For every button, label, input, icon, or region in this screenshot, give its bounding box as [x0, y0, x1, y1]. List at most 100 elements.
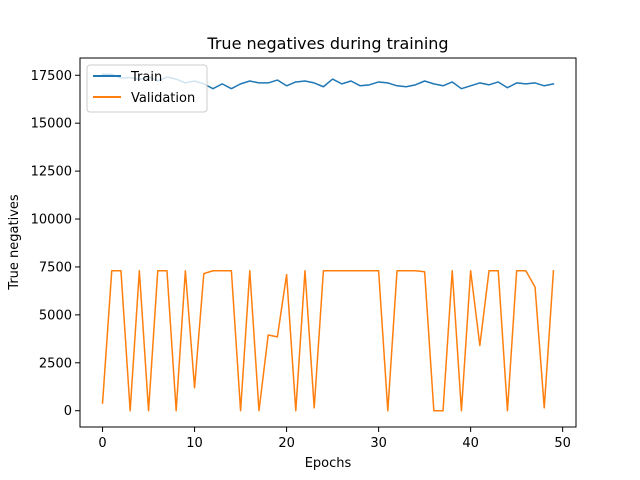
- data-point-validation: [461, 410, 463, 412]
- data-point-train: [350, 80, 352, 82]
- data-point-validation: [148, 410, 150, 412]
- data-point-validation: [203, 273, 205, 275]
- data-point-train: [451, 81, 453, 83]
- data-point-validation: [553, 270, 555, 272]
- data-point-validation: [488, 270, 490, 272]
- data-point-validation: [497, 270, 499, 272]
- data-point-train: [516, 82, 518, 84]
- chart-title: True negatives during training: [206, 34, 448, 53]
- data-point-train: [359, 85, 361, 87]
- data-point-validation: [507, 410, 509, 412]
- data-point-validation: [323, 270, 325, 272]
- ticks-layer: 0 10 20 30 40 50 0 2500 5000 7500 10000 12500 15000 1…: [31, 69, 571, 451]
- y-tick-label: 10000: [31, 213, 72, 228]
- data-point-train: [488, 84, 490, 86]
- data-point-validation: [139, 270, 141, 272]
- y-tick-label: 5000: [39, 308, 72, 323]
- data-point-train: [553, 83, 555, 85]
- data-point-validation: [479, 345, 481, 347]
- data-point-train: [396, 85, 398, 87]
- y-tick-label: 12500: [31, 165, 72, 180]
- data-point-train: [295, 81, 297, 83]
- data-point-validation: [525, 270, 527, 272]
- data-point-validation: [212, 270, 214, 272]
- data-point-train: [221, 83, 223, 85]
- data-point-validation: [102, 402, 104, 404]
- data-point-validation: [129, 410, 131, 412]
- x-axis-label: Epochs: [305, 456, 352, 471]
- legend: Train Validation: [86, 64, 208, 113]
- data-point-validation: [286, 274, 288, 276]
- data-point-validation: [359, 270, 361, 272]
- data-point-train: [369, 84, 371, 86]
- data-point-train: [212, 88, 214, 90]
- data-point-train: [497, 81, 499, 83]
- y-axis-label: True negatives: [7, 194, 22, 291]
- data-point-validation: [120, 270, 122, 272]
- data-point-train: [470, 85, 472, 87]
- data-point-validation: [240, 410, 242, 412]
- data-point-validation: [175, 410, 177, 412]
- data-point-validation: [231, 270, 233, 272]
- data-point-train: [378, 81, 380, 83]
- data-point-validation: [534, 286, 536, 288]
- data-point-validation: [442, 410, 444, 412]
- data-point-train: [323, 86, 325, 88]
- data-point-validation: [543, 407, 545, 409]
- data-point-train: [433, 83, 435, 85]
- x-tick-label: 50: [554, 436, 571, 451]
- y-tick-label: 0: [64, 404, 72, 419]
- data-point-train: [479, 82, 481, 84]
- data-point-train: [332, 78, 334, 80]
- data-point-train: [341, 83, 343, 85]
- data-point-train: [405, 86, 407, 88]
- data-point-validation: [221, 270, 223, 272]
- plot-area-frame: [79, 57, 577, 428]
- legend-label-train: Train: [130, 70, 162, 85]
- x-tick-label: 0: [98, 436, 106, 451]
- data-point-train: [507, 87, 509, 89]
- data-point-train: [286, 85, 288, 87]
- data-point-train: [249, 80, 251, 82]
- data-point-train: [313, 82, 315, 84]
- data-point-validation: [157, 270, 159, 272]
- data-point-validation: [295, 410, 297, 412]
- data-point-validation: [249, 270, 251, 272]
- data-point-validation: [185, 270, 187, 272]
- data-point-train: [461, 88, 463, 90]
- data-point-validation: [304, 270, 306, 272]
- data-point-validation: [350, 270, 352, 272]
- data-point-validation: [451, 270, 453, 272]
- data-point-validation: [111, 270, 113, 272]
- y-tick-label: 2500: [39, 356, 72, 371]
- y-tick-label: 15000: [31, 117, 72, 132]
- data-point-train: [525, 83, 527, 85]
- data-point-train: [442, 85, 444, 87]
- data-point-validation: [369, 270, 371, 272]
- legend-label-validation: Validation: [131, 91, 195, 106]
- data-point-validation: [166, 270, 168, 272]
- data-point-train: [534, 82, 536, 84]
- data-point-train: [415, 84, 417, 86]
- y-tick-label: 17500: [31, 69, 72, 84]
- x-tick-label: 20: [278, 436, 295, 451]
- data-point-train: [543, 85, 545, 87]
- data-point-validation: [415, 270, 417, 272]
- data-point-validation: [470, 270, 472, 272]
- data-point-train: [424, 80, 426, 82]
- data-point-train: [387, 82, 389, 84]
- data-point-validation: [396, 270, 398, 272]
- data-point-validation: [433, 410, 435, 412]
- data-point-validation: [424, 271, 426, 273]
- data-point-train: [240, 83, 242, 85]
- data-point-train: [304, 80, 306, 82]
- data-point-validation: [378, 270, 380, 272]
- data-point-validation: [313, 407, 315, 409]
- x-tick-label: 40: [462, 436, 479, 451]
- data-point-validation: [267, 334, 269, 336]
- x-tick-label: 10: [186, 436, 203, 451]
- data-point-validation: [332, 270, 334, 272]
- data-point-validation: [277, 336, 279, 338]
- data-point-train: [267, 82, 269, 84]
